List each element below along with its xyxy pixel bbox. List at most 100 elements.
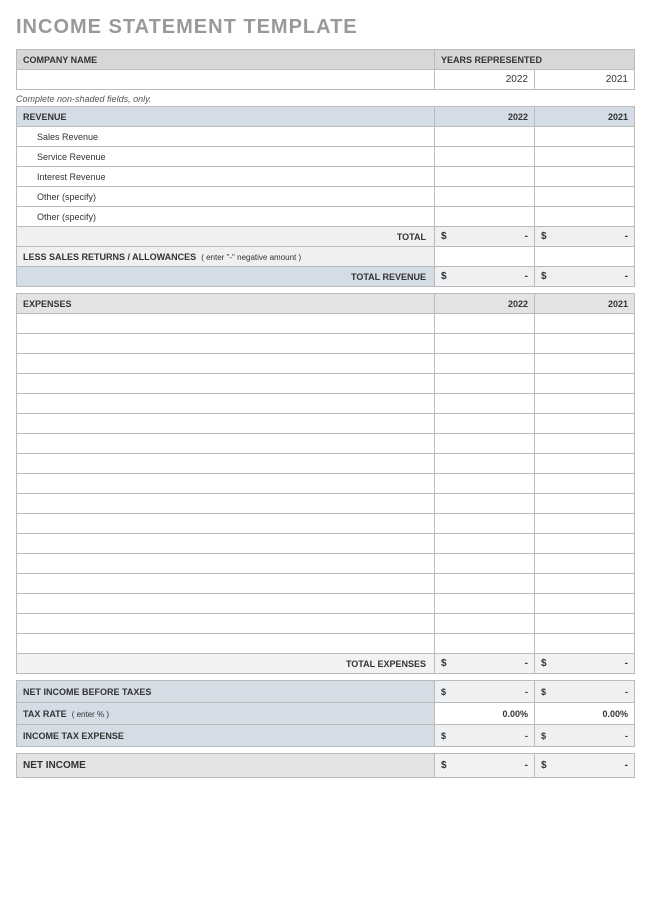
summary-table: NET INCOME BEFORE TAXES $- $- TAX RATE (… [16, 680, 635, 747]
cell-input[interactable] [535, 314, 635, 334]
cell-input[interactable] [435, 247, 535, 267]
cell-input[interactable] [535, 554, 635, 574]
expense-item-input[interactable] [17, 334, 435, 354]
total-expenses-y1: $- [435, 654, 535, 674]
cell-input[interactable] [435, 454, 535, 474]
cell-input[interactable] [535, 374, 635, 394]
cell-input[interactable] [535, 207, 635, 227]
cell-input[interactable] [535, 614, 635, 634]
expense-item-input[interactable] [17, 454, 435, 474]
net-income-label: NET INCOME [17, 754, 435, 778]
revenue-item: Interest Revenue [17, 167, 435, 187]
expense-item-input[interactable] [17, 414, 435, 434]
expenses-year2: 2021 [535, 294, 635, 314]
less-returns-label: LESS SALES RETURNS / ALLOWANCES ( enter … [17, 247, 435, 267]
net-income-y2: $- [535, 754, 635, 778]
expense-item-input[interactable] [17, 554, 435, 574]
expense-item-input[interactable] [17, 394, 435, 414]
cell-input[interactable] [535, 334, 635, 354]
expense-item-input[interactable] [17, 614, 435, 634]
revenue-year1: 2022 [435, 107, 535, 127]
cell-input[interactable] [435, 534, 535, 554]
total-revenue-y2: $- [535, 267, 635, 287]
cell-input[interactable] [435, 127, 535, 147]
company-name-input[interactable] [17, 70, 435, 90]
cell-input[interactable] [535, 394, 635, 414]
page-title: INCOME STATEMENT TEMPLATE [16, 16, 634, 39]
cell-input[interactable] [435, 334, 535, 354]
cell-input[interactable] [435, 354, 535, 374]
income-tax-expense-label: INCOME TAX EXPENSE [17, 725, 435, 747]
cell-input[interactable] [535, 187, 635, 207]
cell-input[interactable] [535, 594, 635, 614]
cell-input[interactable] [535, 574, 635, 594]
tax-rate-y2[interactable]: 0.00% [535, 703, 635, 725]
expense-item-input[interactable] [17, 434, 435, 454]
revenue-item: Service Revenue [17, 147, 435, 167]
cell-input[interactable] [535, 634, 635, 654]
cell-input[interactable] [535, 454, 635, 474]
cell-input[interactable] [435, 554, 535, 574]
header-table: COMPANY NAME YEARS REPRESENTED 2022 2021 [16, 49, 635, 90]
total-revenue-y1: $- [435, 267, 535, 287]
expense-item-input[interactable] [17, 634, 435, 654]
cell-input[interactable] [535, 167, 635, 187]
revenue-header: REVENUE [17, 107, 435, 127]
net-income-y1: $- [435, 754, 535, 778]
expenses-table: EXPENSES 2022 2021 TOTAL EXPENSES $- $- [16, 293, 635, 674]
cell-input[interactable] [435, 574, 535, 594]
cell-input[interactable] [435, 614, 535, 634]
cell-input[interactable] [535, 434, 635, 454]
cell-input[interactable] [535, 147, 635, 167]
cell-input[interactable] [535, 534, 635, 554]
net-before-taxes-y1: $- [435, 681, 535, 703]
cell-input[interactable] [435, 207, 535, 227]
revenue-item: Sales Revenue [17, 127, 435, 147]
company-name-label: COMPANY NAME [17, 50, 435, 70]
expense-item-input[interactable] [17, 594, 435, 614]
expense-item-input[interactable] [17, 494, 435, 514]
expense-item-input[interactable] [17, 374, 435, 394]
cell-input[interactable] [435, 394, 535, 414]
cell-input[interactable] [435, 374, 535, 394]
expense-item-input[interactable] [17, 534, 435, 554]
year-2[interactable]: 2021 [535, 70, 635, 90]
net-income-table: NET INCOME $- $- [16, 753, 635, 778]
cell-input[interactable] [435, 314, 535, 334]
cell-input[interactable] [435, 634, 535, 654]
revenue-total-label: TOTAL [17, 227, 435, 247]
cell-input[interactable] [435, 494, 535, 514]
expense-item-input[interactable] [17, 514, 435, 534]
cell-input[interactable] [435, 414, 535, 434]
expense-item-input[interactable] [17, 474, 435, 494]
revenue-item: Other (specify) [17, 187, 435, 207]
cell-input[interactable] [535, 247, 635, 267]
net-before-taxes-label: NET INCOME BEFORE TAXES [17, 681, 435, 703]
net-before-taxes-y2: $- [535, 681, 635, 703]
cell-input[interactable] [535, 127, 635, 147]
cell-input[interactable] [435, 147, 535, 167]
cell-input[interactable] [435, 187, 535, 207]
total-expenses-y2: $- [535, 654, 635, 674]
total-revenue-label: TOTAL REVENUE [17, 267, 435, 287]
revenue-table: REVENUE 2022 2021 Sales Revenue Service … [16, 106, 635, 287]
expense-item-input[interactable] [17, 314, 435, 334]
year-1[interactable]: 2022 [435, 70, 535, 90]
cell-input[interactable] [535, 474, 635, 494]
cell-input[interactable] [535, 514, 635, 534]
revenue-year2: 2021 [535, 107, 635, 127]
cell-input[interactable] [535, 494, 635, 514]
cell-input[interactable] [535, 354, 635, 374]
expense-item-input[interactable] [17, 574, 435, 594]
cell-input[interactable] [435, 594, 535, 614]
income-tax-expense-y2: $- [535, 725, 635, 747]
tax-rate-y1[interactable]: 0.00% [435, 703, 535, 725]
cell-input[interactable] [435, 514, 535, 534]
expense-item-input[interactable] [17, 354, 435, 374]
cell-input[interactable] [435, 167, 535, 187]
cell-input[interactable] [435, 474, 535, 494]
total-expenses-label: TOTAL EXPENSES [17, 654, 435, 674]
tax-rate-label: TAX RATE ( enter % ) [17, 703, 435, 725]
cell-input[interactable] [535, 414, 635, 434]
cell-input[interactable] [435, 434, 535, 454]
